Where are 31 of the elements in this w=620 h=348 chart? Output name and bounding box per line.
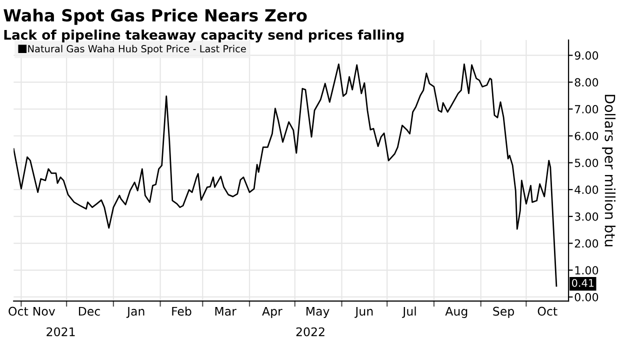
x-tick-label: Sep: [493, 306, 514, 318]
y-tick-label: 0.00: [574, 292, 598, 302]
text: 2021: [46, 327, 75, 336]
annotation: 0.41: [572, 278, 594, 287]
y-tick-label: 6.00: [574, 132, 598, 140]
x-tick-label: Mar: [215, 306, 236, 316]
line-series: [14, 63, 558, 287]
x-tick-label: Aug: [445, 306, 468, 318]
x-tick-label: Jul: [402, 306, 416, 318]
x-tick-label: Jan: [126, 306, 144, 318]
y-tick-label: 1.00: [575, 266, 598, 275]
x-tick-label: Jun: [354, 306, 373, 318]
x-tick-label: Nov: [34, 306, 56, 316]
y-tick-label: 4.00: [574, 186, 598, 194]
chart-title: Waha Spot Gas Price Nears Zero: [4, 8, 307, 25]
x-tick-label: Oct: [538, 306, 558, 316]
y-tick-label: 9.00: [574, 51, 598, 60]
x-tick-label: Dec: [78, 306, 100, 316]
chart-subtitle: Lack of pipeline takeaway capacity send prices falling: [4, 30, 404, 42]
y-axis-title: Dollars per million btu: [602, 94, 616, 246]
x-tick-label: Oct: [8, 306, 28, 316]
y-tick-label: 2.00: [574, 239, 598, 248]
legend-label: Natural Gas Waha Hub Spot Price - Last Price: [28, 44, 246, 54]
y-tick-label: 7.00: [575, 105, 598, 114]
x-tick-label: Feb: [172, 306, 192, 316]
y-tick-label: 3.00: [574, 212, 598, 221]
x-tick-label: Apr: [262, 306, 282, 318]
y-tick-label: 8.00: [574, 78, 598, 87]
text: 2022: [296, 327, 324, 336]
x-tick-label: May: [306, 306, 330, 318]
y-tick-label: 5.00: [574, 158, 598, 168]
